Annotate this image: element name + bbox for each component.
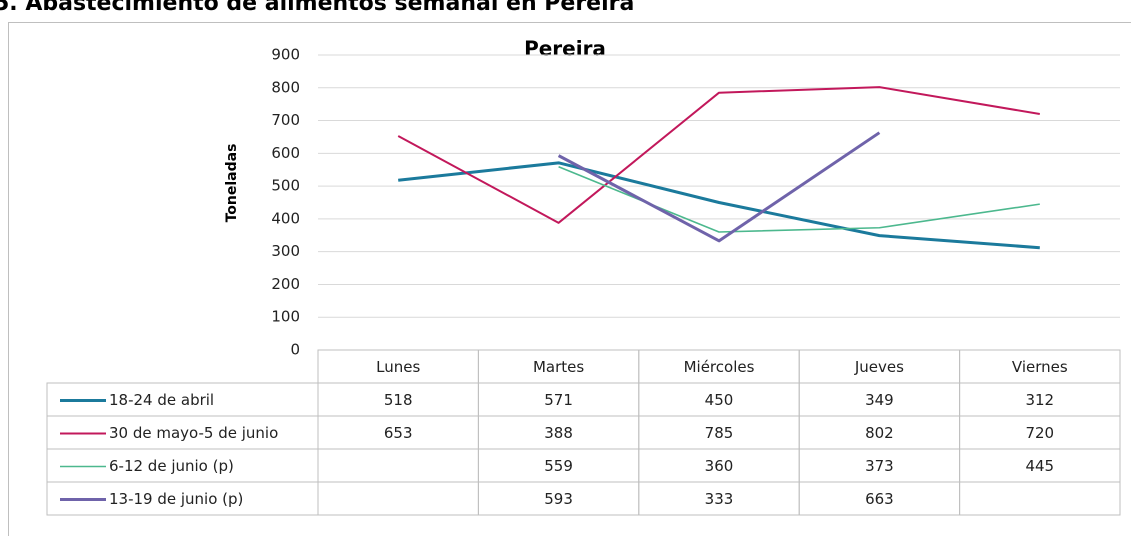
table-cell [959, 481, 1121, 516]
y-tick-label: 600 [271, 144, 300, 162]
table-value: 312 [1025, 391, 1054, 409]
legend-label: 13-19 de junio (p) [109, 490, 243, 508]
table-value: 388 [544, 424, 573, 442]
heading: 5. Abastecimiento de alimentos semanal e… [0, 0, 634, 16]
y-tick-label: 900 [271, 46, 300, 64]
table-value: 333 [705, 490, 734, 508]
series-line [397, 86, 1040, 224]
table-value: 518 [384, 391, 413, 409]
table-value: 445 [1025, 457, 1054, 475]
table-value: 720 [1025, 424, 1054, 442]
y-tick-label: 0 [290, 341, 300, 359]
x-tick-label: Lunes [376, 358, 420, 376]
series-line [557, 131, 881, 243]
y-axis-label: Toneladas [224, 144, 240, 223]
table-value: 663 [865, 490, 894, 508]
y-tick-label: 400 [271, 209, 300, 227]
table-value: 571 [544, 391, 573, 409]
x-tick-label: Jueves [854, 358, 904, 376]
table-value: 593 [544, 490, 573, 508]
x-tick-label: Martes [533, 358, 584, 376]
table-value: 653 [384, 424, 413, 442]
table-value: 373 [865, 457, 894, 475]
series-line [398, 161, 1040, 250]
table-value: 450 [705, 391, 734, 409]
table-cell [317, 481, 479, 516]
chart-title: Pereira [524, 37, 606, 61]
series-line [558, 166, 1040, 233]
legend-label: 6-12 de junio (p) [109, 457, 234, 475]
legend-label: 30 de mayo-5 de junio [109, 424, 278, 442]
y-tick-label: 700 [271, 111, 300, 129]
y-tick-label: 800 [271, 78, 300, 96]
x-tick-label: Miércoles [684, 358, 755, 376]
table-value: 349 [865, 391, 894, 409]
table-value: 802 [865, 424, 894, 442]
table-value: 785 [705, 424, 734, 442]
chart-frame [8, 22, 1131, 536]
y-tick-label: 500 [271, 177, 300, 195]
table-cell [317, 448, 479, 483]
y-tick-label: 100 [271, 308, 300, 326]
x-tick-label: Viernes [1012, 358, 1068, 376]
y-tick-label: 300 [271, 242, 300, 260]
table-value: 559 [544, 457, 573, 475]
table-value: 360 [705, 457, 734, 475]
legend-label: 18-24 de abril [109, 391, 214, 409]
y-tick-label: 200 [271, 275, 300, 293]
